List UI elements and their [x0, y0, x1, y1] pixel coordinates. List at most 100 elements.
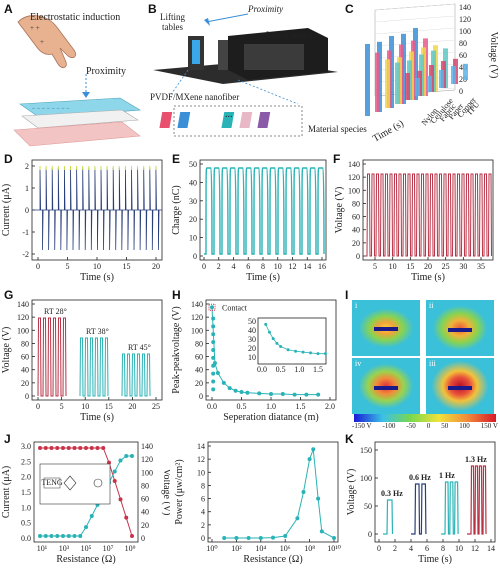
x-tick-label: 2 [393, 544, 397, 553]
temperature-trace [37, 317, 67, 397]
z-axis-label: Voltage (V) [488, 32, 499, 79]
panel-b-setup [153, 13, 338, 137]
simulation-iii: iii [426, 358, 494, 414]
x-tick-label: 10 [274, 262, 282, 271]
sim-label-iv: iv [355, 359, 362, 368]
x-tick-label: 14 [303, 262, 311, 271]
data-point [211, 340, 216, 345]
y-tick-label: 1 [25, 184, 29, 193]
y-tick-label: 14 [197, 442, 205, 451]
x-axis-label: Seperation diatance (m) [223, 412, 319, 423]
data-point [211, 316, 216, 321]
y-left-tick: 1.0 [21, 503, 31, 512]
colorbar-tick: 0 [426, 422, 431, 430]
panel-label-b: B [148, 2, 157, 16]
panel-f-voltage-chart: 5 10 15 20 25 30 35 140 120 100 80 60 40 20 0 Time (s) V… [334, 159, 494, 283]
y-tick-label: 60 [21, 353, 29, 362]
y-tick-label: 0 [201, 534, 205, 543]
y-left-tick: 3.0 [21, 442, 31, 451]
x-axis-label: Time (s) [411, 272, 445, 283]
y-tick-label: 0 [193, 252, 197, 261]
proximity-label-b: Proximity [248, 4, 284, 14]
inset-y-tick: 10 [248, 353, 256, 362]
y-left-tick: 2.5 [21, 457, 31, 466]
bar [427, 75, 432, 92]
panel-label-e: E [172, 152, 181, 166]
plot-frame [31, 299, 163, 401]
y-axis-label: Voltage (V) [334, 187, 345, 234]
frequency-label: 1.3 Hz [465, 455, 487, 464]
hand-illustration [17, 15, 76, 68]
x-tick-label: 0 [377, 544, 381, 553]
inset-trace [265, 324, 326, 355]
y-right-tick: 80 [141, 481, 149, 490]
x-tick-label: 6 [425, 544, 429, 553]
data-point [221, 380, 226, 385]
x-axis-label: Time (s) [246, 272, 280, 283]
y-tick-label: 0 [368, 530, 372, 539]
data-point [211, 379, 216, 384]
sim-label-ii: ii [429, 301, 434, 310]
frequency-trace [467, 465, 487, 535]
frequency-trace [411, 483, 427, 535]
z-tick-label: 140 [459, 3, 471, 12]
bar [375, 52, 380, 112]
bar [395, 62, 400, 104]
x-tick-label: 1.0 [266, 402, 276, 411]
inset-point [323, 352, 327, 356]
inset-x-tick: 0.5 [276, 365, 286, 374]
simulation-ii: ii [426, 300, 494, 356]
z-tick-label: 60 [459, 51, 467, 60]
x-tick-label: 35 [477, 262, 485, 271]
y-axis-label: Current (μA) [1, 184, 12, 236]
inset-x-tick: 1.5 [313, 365, 323, 374]
panel-e-charge-chart: 0 2 4 6 8 10 12 14 16 50 40 30 20 10 0 Time (s) Charge (… [171, 159, 327, 283]
x-tick-label: 0 [202, 262, 206, 271]
x-tick-label: 15 [123, 262, 131, 271]
panel-label-j: J [4, 432, 11, 446]
colorbar-tick: 150 V [480, 422, 498, 430]
x-axis-label: Time (s) [80, 272, 114, 283]
svg-text:+ +: + + [30, 24, 40, 32]
y-tick-label: 150 [360, 446, 372, 455]
y-tick-label: 80 [195, 339, 203, 348]
panel-c-3d-chart: 140120100806040200Voltage (V)NylonCellul… [365, 3, 499, 145]
x-tick-label: 10² [231, 544, 242, 553]
y-tick-label: 30 [189, 197, 197, 206]
teng-label: TENG [41, 478, 63, 487]
y-left-tick: 1.5 [21, 488, 31, 497]
rectifier-icon [63, 475, 77, 491]
bar [365, 44, 370, 116]
panel-label-h: H [172, 288, 181, 302]
y-axis-label: Peak-peakvoltage (V) [171, 306, 182, 393]
bar [439, 70, 444, 88]
y-tick-label: -1 [22, 228, 29, 237]
y-right-tick: 120 [141, 455, 153, 464]
data-point [269, 392, 273, 397]
inset-frame [257, 317, 327, 365]
inset-y-tick: 30 [248, 335, 256, 344]
plot-frame [33, 441, 139, 543]
frequency-trace [383, 499, 394, 535]
y-tick-label: 100 [348, 186, 360, 195]
x-tick-label: 0 [36, 262, 40, 271]
bar [405, 73, 410, 100]
y-tick-label: 0 [199, 392, 203, 401]
panel-j-power-chart: 10⁰ 10² 10⁴ 10⁶ 10⁸ 10¹⁰ 14 12 10 8 6 4 2 0 Resistance… [174, 441, 341, 565]
panel-i-simulations: i ii iv iii [350, 300, 498, 414]
svg-text:− − − − − − − −: − − − − − − − − [32, 106, 70, 112]
y-tick-label: 50 [189, 160, 197, 169]
y-tick-label: 40 [189, 178, 197, 187]
plot-frame [199, 159, 327, 261]
x-tick-label: 8 [441, 544, 445, 553]
data-point [211, 348, 216, 352]
simulation-i: i [352, 300, 420, 356]
panel-g-temperature-chart: 0 5 10 15 20 25 140 120 100 80 60 40 20 0 Time (s) Volt… [1, 299, 163, 423]
voltage-trace [365, 173, 492, 257]
y-axis-label: Charge (nC) [171, 185, 182, 235]
y-left-tick: 2.0 [21, 473, 31, 482]
y-tick-label: 0 [356, 252, 360, 261]
inset-x-tick: 0.0 [257, 365, 267, 374]
y-right-tick: 0 [141, 534, 145, 543]
